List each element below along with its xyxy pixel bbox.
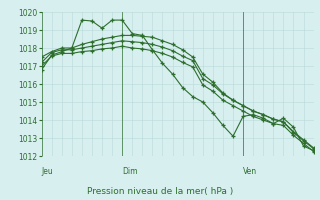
Text: Jeu: Jeu (42, 167, 53, 176)
Text: Pression niveau de la mer( hPa ): Pression niveau de la mer( hPa ) (87, 187, 233, 196)
Text: Ven: Ven (243, 167, 257, 176)
Text: Dim: Dim (122, 167, 138, 176)
